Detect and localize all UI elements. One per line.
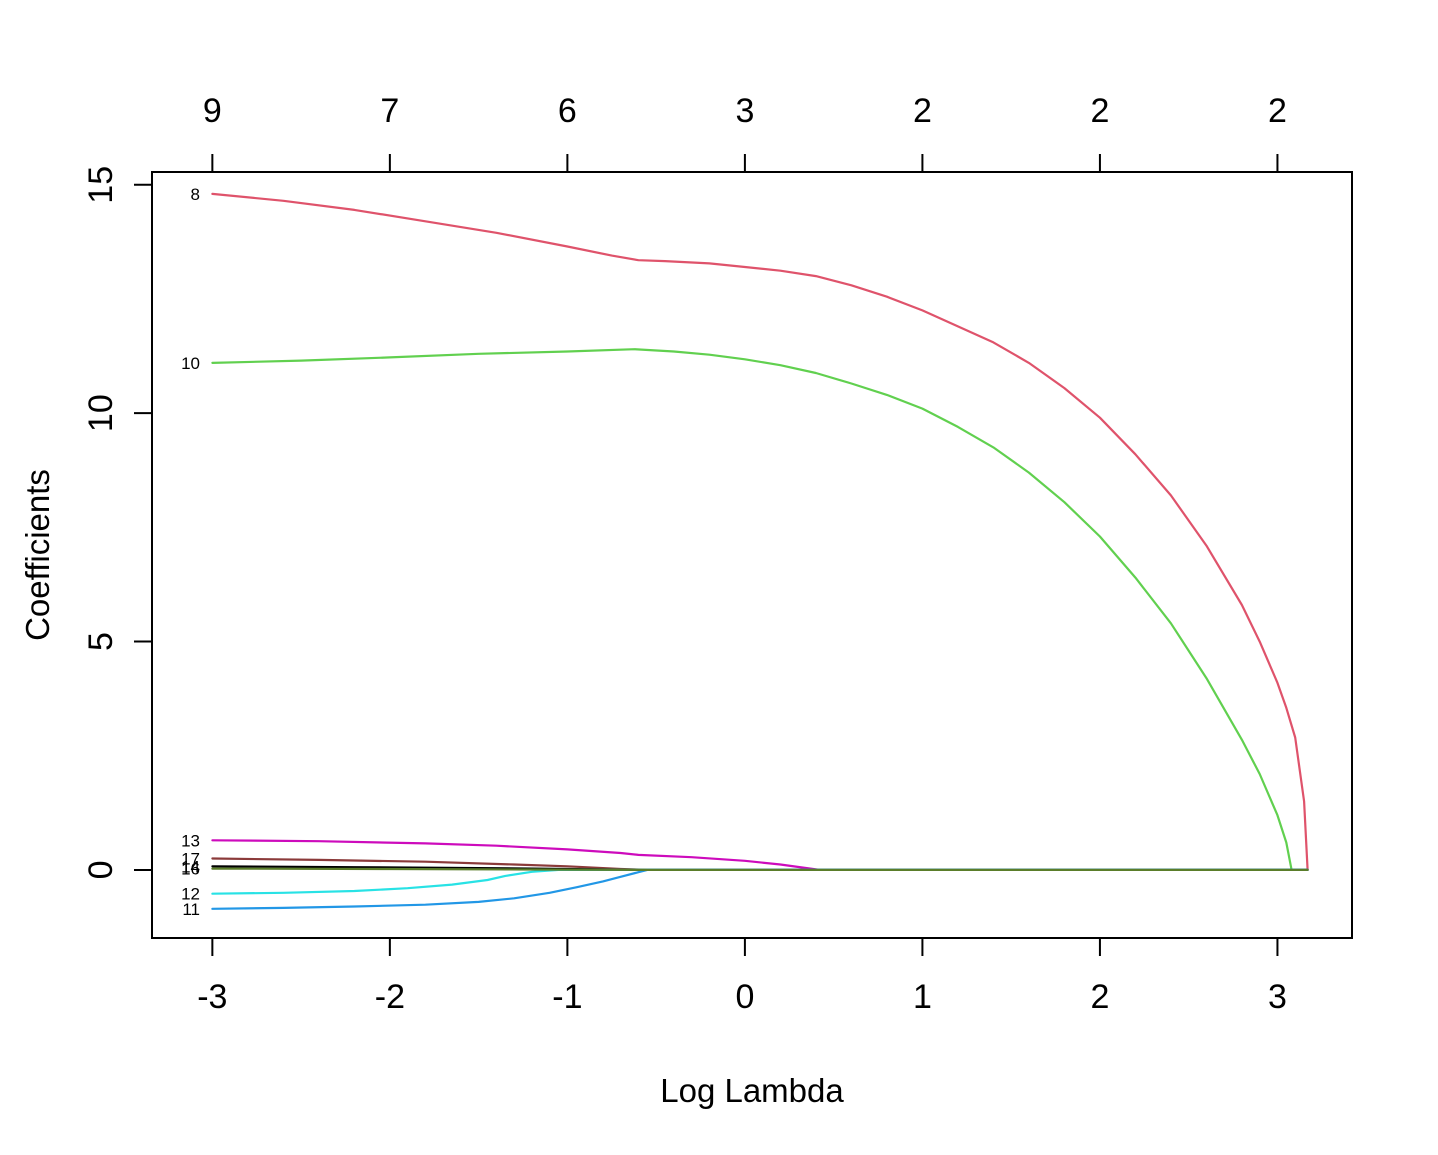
series-label-13: 13	[181, 831, 200, 850]
series-label-14: 14	[181, 857, 200, 876]
y-axis-tick-label: 5	[82, 632, 120, 651]
x-axis-tick-label: -2	[375, 978, 405, 1016]
x-axis-tick-label: 3	[1268, 978, 1287, 1016]
top-axis-tick-label: 2	[1090, 92, 1109, 130]
series-line-13	[211, 839, 1309, 872]
top-axis-tick-label: 3	[735, 92, 754, 130]
top-axis-tick-label: 2	[1268, 92, 1287, 130]
series-line-8	[211, 192, 1309, 872]
x-axis-tick-label: 0	[735, 978, 754, 1016]
x-axis-tick-label: 1	[913, 978, 932, 1016]
top-axis-tick-label: 9	[203, 92, 222, 130]
series-line-11	[211, 868, 1309, 910]
top-axis-tick-label: 6	[558, 92, 577, 130]
series-label-17: 17	[181, 850, 200, 869]
series-line-12	[211, 868, 1309, 895]
y-axis-title: Coefficients	[19, 469, 56, 641]
x-axis-title: Log Lambda	[660, 1072, 844, 1109]
series-line-16	[211, 867, 1309, 872]
series-label-11: 11	[182, 900, 200, 919]
top-axis-tick-label: 7	[380, 92, 399, 130]
series-label-16: 16	[181, 860, 200, 879]
x-axis-tick-label: -3	[197, 978, 227, 1016]
series-label-8: 8	[191, 185, 200, 204]
plot-box	[151, 171, 1353, 939]
top-axis-tick-label: 2	[913, 92, 932, 130]
series-line-10	[211, 348, 1309, 872]
series-label-12: 12	[181, 885, 200, 904]
x-axis-tick-label: -1	[552, 978, 582, 1016]
x-axis-tick-label: 2	[1090, 978, 1109, 1016]
series-label-10: 10	[181, 354, 200, 373]
y-axis-tick-label: 15	[82, 166, 120, 204]
y-axis-tick-label: 10	[82, 394, 120, 432]
y-axis-tick-label: 0	[82, 860, 120, 879]
